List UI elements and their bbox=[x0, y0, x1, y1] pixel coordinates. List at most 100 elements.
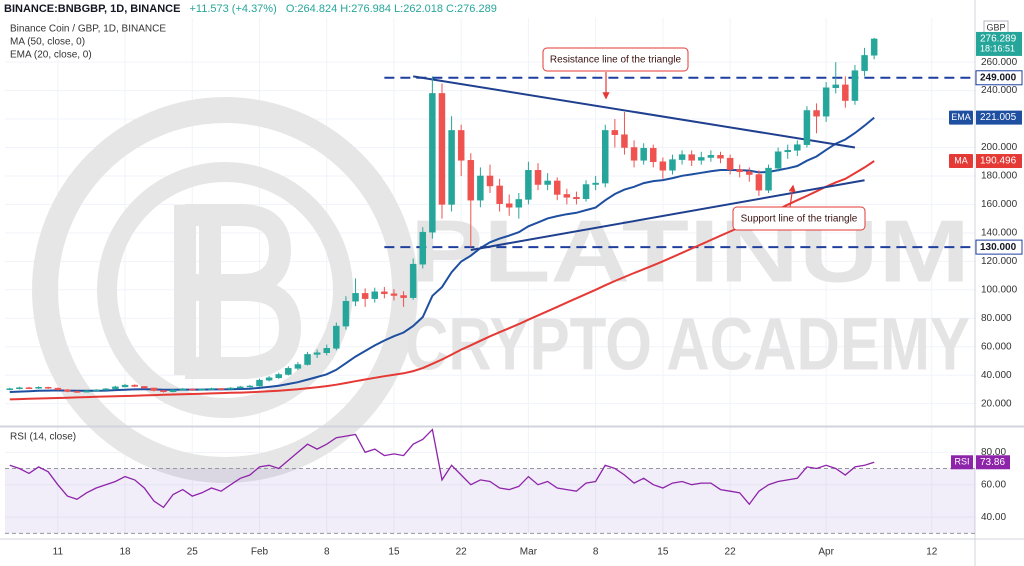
last-price-box bbox=[976, 31, 1022, 56]
candle-body bbox=[381, 291, 388, 295]
change: +11.573 (+4.37%) bbox=[190, 3, 277, 15]
candle-body bbox=[698, 157, 705, 161]
candle-body bbox=[54, 387, 62, 390]
level-tag: 130.000 bbox=[980, 242, 1017, 253]
rsi-tick-label: 80.00 bbox=[981, 447, 1006, 458]
y-tick-label: 180.000 bbox=[981, 171, 1018, 182]
candle-body bbox=[870, 38, 878, 56]
candle-body bbox=[217, 388, 225, 390]
candle-body bbox=[832, 84, 839, 88]
symbol: BINANCE:BNBGBP, 1D, BINANCE bbox=[4, 3, 180, 15]
candle-body bbox=[803, 110, 811, 145]
candle-body bbox=[669, 159, 676, 171]
level-tag-box bbox=[975, 70, 1023, 86]
level-tag-box bbox=[975, 239, 1023, 255]
candle-body bbox=[285, 368, 292, 375]
series-tag: RSI bbox=[954, 457, 969, 467]
candle-body bbox=[515, 199, 523, 208]
candle-body bbox=[371, 291, 379, 299]
candle-body bbox=[16, 387, 23, 389]
candle-body bbox=[774, 151, 782, 169]
candle-body bbox=[630, 147, 638, 161]
legend-main: Binance Coin / GBP, 1D, BINANCE bbox=[10, 24, 166, 35]
y-tick-label: 80.000 bbox=[981, 313, 1012, 324]
trendline bbox=[413, 75, 856, 149]
x-tick-label: Apr bbox=[818, 547, 834, 558]
y-tick-label: 260.000 bbox=[981, 57, 1018, 68]
candle-body bbox=[227, 387, 234, 390]
candle-body bbox=[189, 388, 196, 391]
candle-body bbox=[438, 93, 446, 205]
legend-ma: MA (50, close, 0) bbox=[10, 37, 85, 48]
price-tag-box bbox=[976, 110, 1022, 125]
candle-body bbox=[659, 161, 667, 171]
y-tick-label: 200.000 bbox=[981, 142, 1018, 153]
y-tick-label: 140.000 bbox=[981, 228, 1018, 239]
candle-body bbox=[256, 379, 263, 387]
rsi-line bbox=[9, 428, 875, 509]
candle-body bbox=[467, 160, 475, 201]
candle-body bbox=[707, 155, 715, 158]
candle-body bbox=[429, 93, 436, 233]
candle-body bbox=[246, 385, 254, 388]
candle-body bbox=[688, 154, 695, 161]
candle-body bbox=[582, 184, 590, 199]
candle-body bbox=[448, 130, 455, 205]
candle-body bbox=[419, 231, 427, 265]
candle-body bbox=[208, 388, 215, 390]
candle-body bbox=[525, 170, 532, 200]
countdown: 18:16:51 bbox=[980, 43, 1015, 53]
y-tick-label: 40.000 bbox=[981, 370, 1012, 381]
candle-body bbox=[553, 180, 561, 195]
series-tag-box bbox=[951, 455, 973, 470]
candle-body bbox=[457, 130, 465, 161]
candle-body bbox=[726, 157, 734, 170]
candle-body bbox=[601, 130, 609, 184]
candle-body bbox=[112, 386, 119, 390]
candle-body bbox=[304, 354, 311, 365]
candle-body bbox=[333, 325, 340, 349]
candle-body bbox=[121, 384, 129, 388]
candle-body bbox=[409, 263, 417, 298]
candle-body bbox=[237, 386, 244, 389]
series-tag-box bbox=[949, 154, 973, 169]
candle-body bbox=[746, 171, 753, 175]
candle-body bbox=[294, 364, 302, 369]
annotation-text: Resistance line of the triangle bbox=[550, 55, 682, 66]
candle-body bbox=[851, 70, 859, 101]
candle-body bbox=[736, 169, 743, 172]
y-tick-label: 20.000 bbox=[981, 398, 1012, 409]
candle-body bbox=[35, 387, 42, 389]
candle-body bbox=[275, 374, 282, 379]
candle-body bbox=[621, 134, 628, 148]
candle-body bbox=[784, 150, 791, 153]
candle-body bbox=[169, 389, 177, 392]
candle-body bbox=[534, 170, 542, 185]
candle-body bbox=[265, 377, 273, 381]
candle-body bbox=[361, 293, 369, 299]
candle-body bbox=[505, 203, 513, 208]
x-tick-label: 11 bbox=[53, 547, 64, 558]
candle-body bbox=[83, 390, 90, 393]
candle-body bbox=[611, 130, 619, 135]
x-tick-label: 25 bbox=[187, 547, 199, 558]
candle-body bbox=[765, 167, 772, 191]
y-tick-label: 160.000 bbox=[981, 199, 1018, 210]
candle-body bbox=[678, 154, 686, 160]
header: BINANCE:BNBGBP, 1D, BINANCE +11.573 (+4.… bbox=[4, 3, 497, 15]
candle-body bbox=[822, 87, 830, 117]
annotation-box bbox=[542, 47, 689, 72]
candle-body bbox=[640, 147, 647, 161]
candle-body bbox=[198, 389, 206, 391]
watermark-text: CRYPTO ACADEMY bbox=[405, 303, 970, 386]
y-tick-label: 60.000 bbox=[981, 341, 1012, 352]
candle-body bbox=[92, 389, 100, 392]
candle-body bbox=[544, 180, 551, 185]
annotation-arrow bbox=[788, 184, 796, 208]
candle-body bbox=[64, 389, 71, 392]
series-tag-box bbox=[949, 110, 973, 125]
candle-body bbox=[755, 174, 763, 191]
candle-body bbox=[25, 387, 33, 389]
legend-ema: EMA (20, close, 0) bbox=[10, 50, 92, 61]
